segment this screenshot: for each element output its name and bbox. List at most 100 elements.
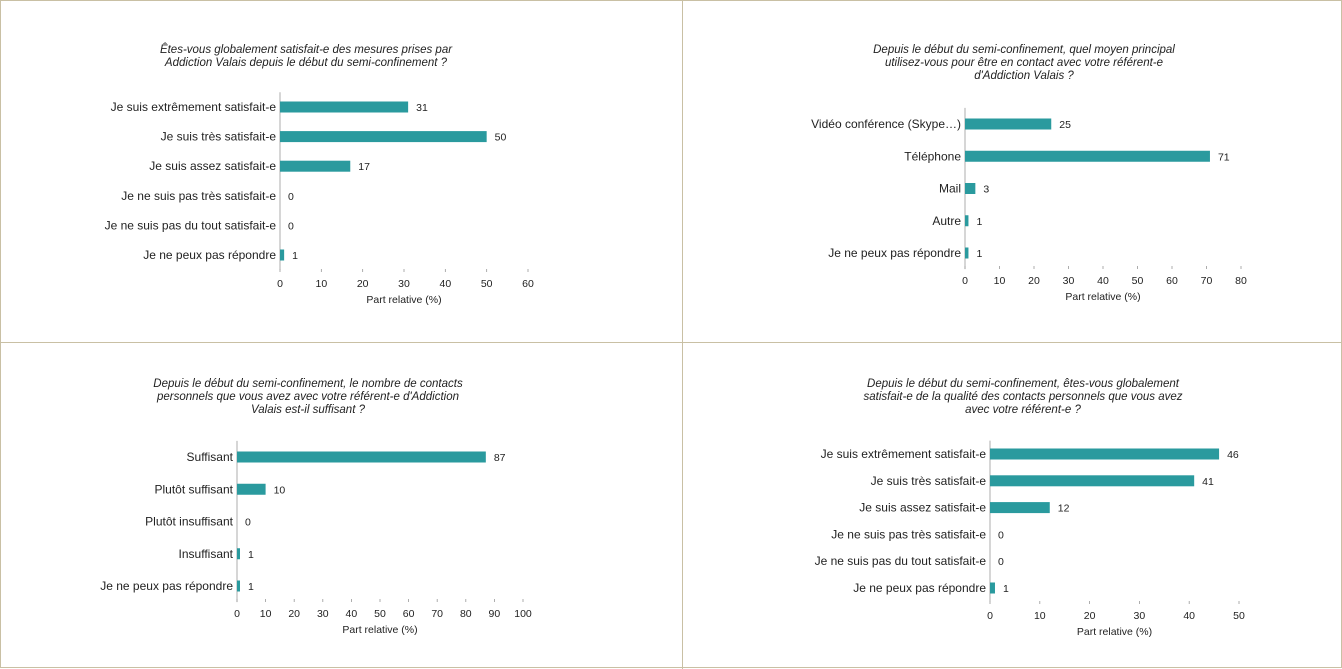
data-label: 25: [1059, 119, 1071, 131]
chart-title-line: Depuis le début du semi-confinement, que…: [873, 44, 1175, 56]
x-tick-label: 40: [346, 608, 358, 620]
x-tick-label: 40: [439, 278, 451, 290]
chart-title-line: satisfait-e de la qualité des contacts p…: [864, 391, 1183, 403]
data-label: 3: [983, 184, 989, 196]
category-label: Autre: [932, 214, 961, 228]
category-label: Je suis extrêmement satisfait-e: [821, 447, 987, 461]
chart-title-line: personnels que vous avez avec votre réfé…: [156, 391, 459, 403]
bar: [990, 448, 1220, 460]
data-label: 1: [248, 549, 254, 561]
category-label: Plutôt insuffisant: [145, 515, 233, 529]
x-tick-label: 60: [522, 278, 534, 290]
category-label: Je ne suis pas très satisfait-e: [121, 189, 276, 203]
bar: [965, 215, 969, 227]
category-label: Je suis assez satisfait-e: [859, 501, 986, 515]
category-label: Mail: [939, 182, 961, 196]
x-tick-label: 10: [994, 275, 1006, 287]
x-tick-label: 80: [1235, 275, 1247, 287]
category-label: Téléphone: [904, 149, 961, 163]
bar: [965, 183, 976, 194]
x-tick-label: 30: [1134, 610, 1146, 622]
chart-title-line: Depuis le début du semi-confinement, le …: [153, 378, 463, 390]
panel-divider-vertical: [682, 1, 683, 669]
bar: [280, 131, 487, 143]
x-tick-label: 60: [403, 608, 415, 620]
x-tick-label: 80: [460, 608, 472, 620]
bar: [990, 475, 1195, 487]
x-tick-label: 30: [317, 608, 329, 620]
x-tick-label: 30: [398, 278, 410, 290]
x-tick-label: 50: [1233, 610, 1245, 622]
data-label: 0: [288, 220, 294, 232]
x-tick-label: 20: [357, 278, 369, 290]
bar: [965, 247, 969, 259]
chart-1: Êtes-vous globalement satisfait-e des me…: [105, 43, 534, 306]
x-tick-label: 0: [987, 610, 993, 622]
bar: [237, 548, 240, 560]
bar: [237, 451, 486, 463]
x-tick-label: 10: [1034, 610, 1046, 622]
data-label: 31: [416, 102, 428, 114]
chart-2: Depuis le début du semi-confinement, que…: [811, 44, 1247, 303]
category-label: Je ne peux pas répondre: [143, 248, 276, 262]
x-tick-label: 20: [1084, 610, 1096, 622]
chart-title-line: Êtes-vous globalement satisfait-e des me…: [160, 43, 453, 56]
x-tick-label: 70: [1201, 275, 1213, 287]
category-label: Je suis très satisfait-e: [161, 130, 277, 144]
data-label: 0: [998, 556, 1004, 568]
category-label: Je ne peux pas répondre: [853, 581, 986, 595]
data-label: 1: [1003, 583, 1009, 595]
category-label: Je ne suis pas du tout satisfait-e: [815, 554, 987, 568]
data-label: 1: [976, 216, 982, 228]
bar: [990, 582, 995, 594]
panel-divider-horizontal: [1, 342, 1342, 343]
data-label: 10: [274, 484, 286, 496]
data-label: 71: [1218, 151, 1230, 163]
bar: [280, 249, 285, 261]
category-label: Suffisant: [187, 450, 234, 464]
category-label: Je ne suis pas du tout satisfait-e: [105, 218, 277, 232]
data-label: 17: [358, 161, 370, 173]
category-label: Vidéo conférence (Skype…): [811, 117, 961, 131]
data-label: 46: [1227, 449, 1239, 461]
chart-title-line: avec votre référent-e ?: [965, 404, 1081, 416]
chart-3: Depuis le début du semi-confinement, le …: [100, 378, 532, 636]
bar: [965, 150, 1210, 162]
chart-title-line: Depuis le début du semi-confinement, ête…: [867, 378, 1180, 390]
bar: [990, 502, 1050, 514]
x-tick-label: 100: [514, 608, 532, 620]
chart-title-line: Valais est-il suffisant ?: [251, 404, 366, 416]
x-tick-label: 0: [277, 278, 283, 290]
bar: [237, 483, 266, 495]
x-tick-label: 40: [1097, 275, 1109, 287]
data-label: 1: [976, 248, 982, 260]
x-tick-label: 10: [315, 278, 327, 290]
data-label: 0: [288, 191, 294, 203]
chart-4: Depuis le début du semi-confinement, ête…: [815, 378, 1245, 638]
category-label: Je suis extrêmement satisfait-e: [111, 100, 277, 114]
category-label: Je suis assez satisfait-e: [149, 159, 276, 173]
x-axis-label: Part relative (%): [1077, 626, 1152, 638]
data-label: 1: [292, 250, 298, 262]
x-tick-label: 20: [1028, 275, 1040, 287]
data-label: 0: [998, 529, 1004, 541]
x-tick-label: 20: [288, 608, 300, 620]
x-tick-label: 90: [489, 608, 501, 620]
category-label: Je suis très satisfait-e: [871, 474, 987, 488]
x-axis-label: Part relative (%): [342, 624, 417, 636]
data-label: 0: [245, 517, 251, 529]
category-label: Je ne peux pas répondre: [828, 246, 961, 260]
x-tick-label: 0: [234, 608, 240, 620]
data-label: 50: [495, 132, 507, 144]
x-axis-label: Part relative (%): [1065, 291, 1140, 303]
x-tick-label: 70: [431, 608, 443, 620]
category-label: Je ne suis pas très satisfait-e: [831, 527, 986, 541]
x-tick-label: 10: [260, 608, 272, 620]
category-label: Je ne peux pas répondre: [100, 579, 233, 593]
x-tick-label: 50: [481, 278, 493, 290]
data-label: 41: [1202, 476, 1214, 488]
x-tick-label: 0: [962, 275, 968, 287]
data-label: 87: [494, 452, 506, 464]
